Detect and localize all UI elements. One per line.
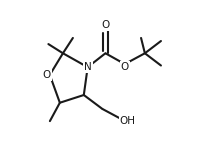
Text: O: O [42, 70, 51, 80]
Text: O: O [101, 20, 110, 30]
Text: OH: OH [120, 116, 136, 126]
Text: O: O [121, 62, 129, 72]
Text: N: N [84, 62, 92, 72]
